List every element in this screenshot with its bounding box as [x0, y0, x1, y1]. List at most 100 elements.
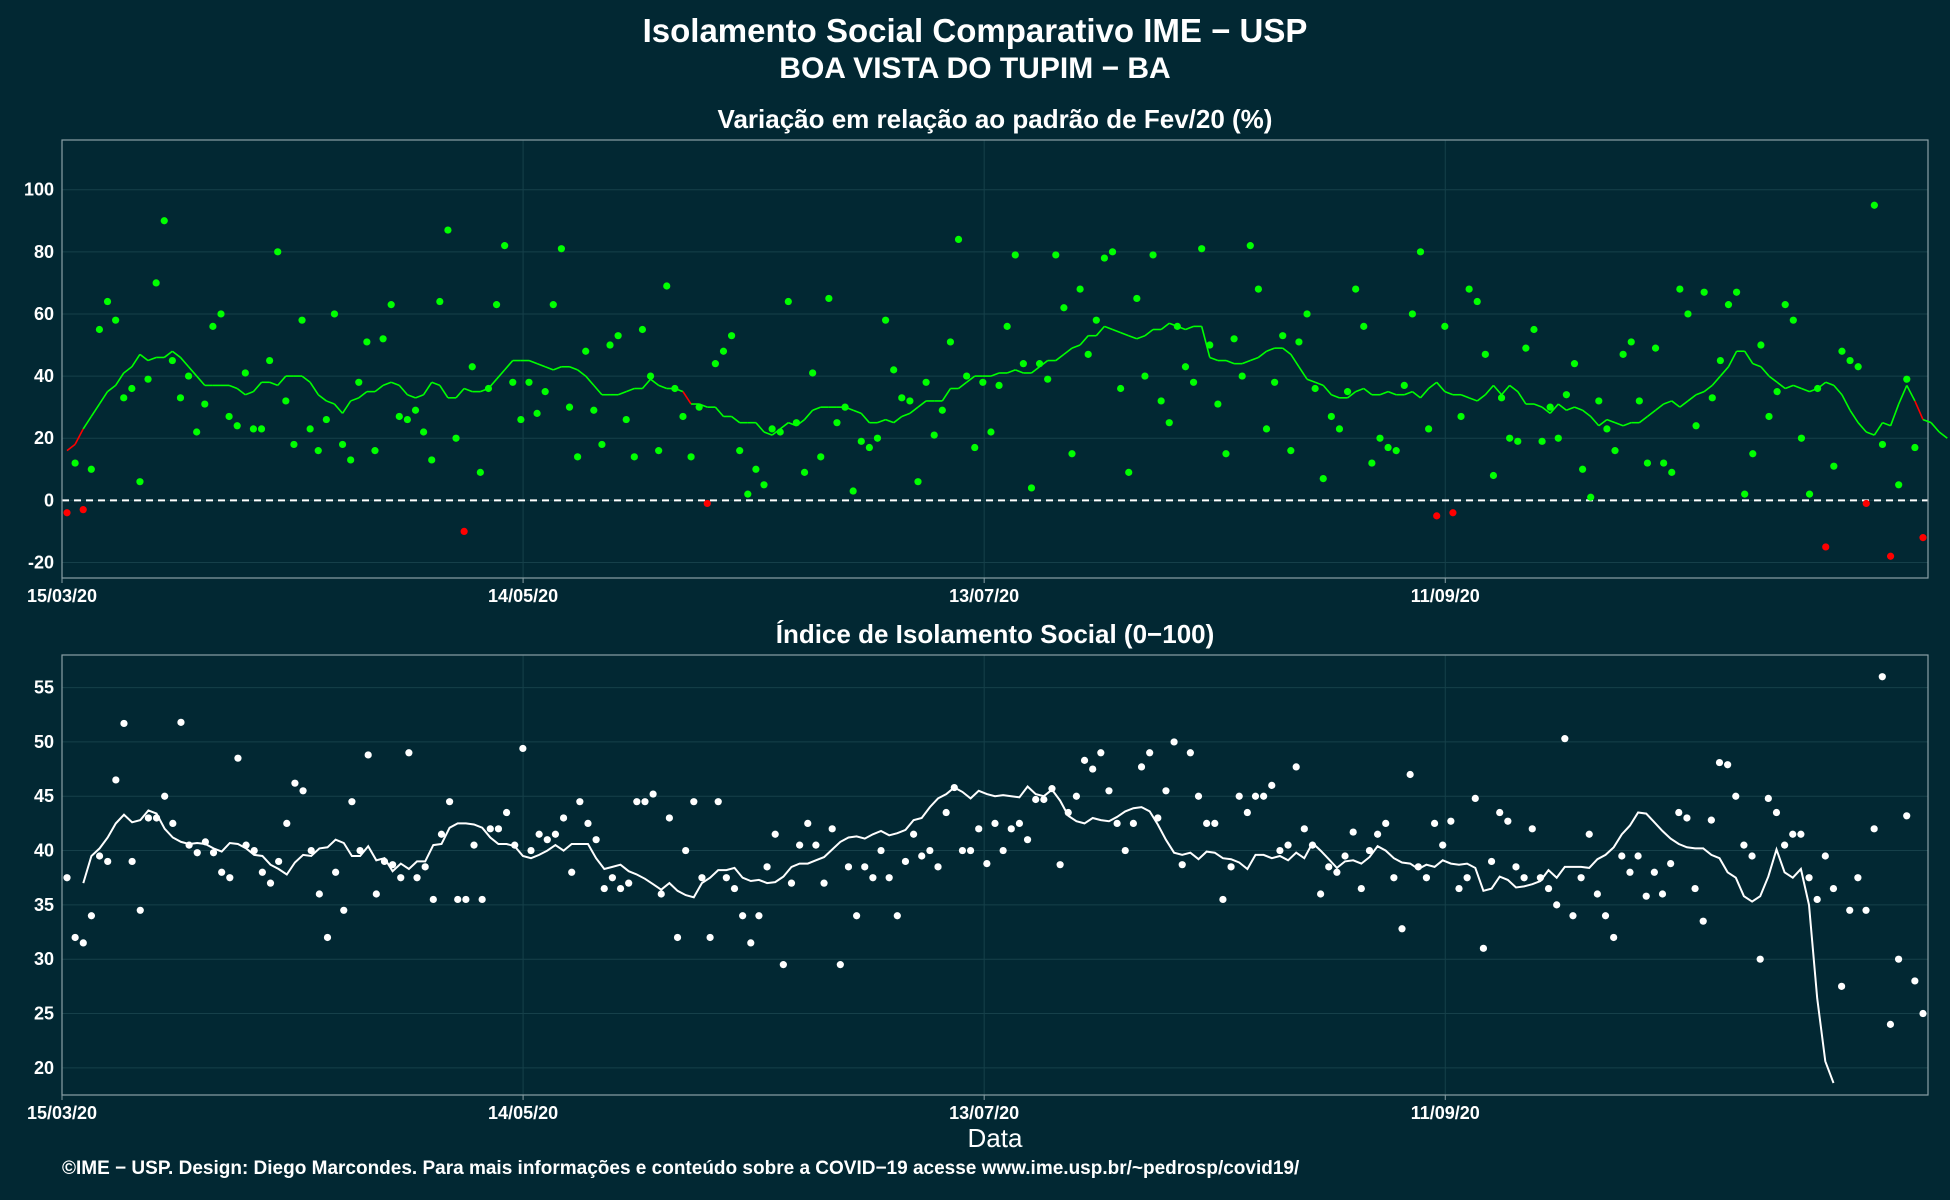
data-point: [348, 798, 356, 806]
data-point: [1781, 841, 1789, 849]
data-point: [812, 841, 820, 849]
data-point: [625, 879, 633, 887]
moving-average-segment: [544, 366, 554, 371]
panel-title: Variação em relação ao padrão de Fev/20 …: [718, 104, 1273, 134]
data-point: [1186, 749, 1194, 757]
data-point: [1178, 861, 1186, 869]
data-point: [1430, 819, 1439, 827]
data-point: [673, 933, 682, 942]
data-point: [1335, 425, 1344, 433]
moving-average-segment: [171, 350, 181, 359]
data-point: [1465, 285, 1473, 293]
moving-average-segment: [1355, 387, 1365, 393]
data-point: [120, 394, 128, 402]
data-point: [722, 874, 730, 882]
data-point: [363, 338, 371, 346]
panel-title: Índice de Isolamento Social (0−100): [776, 619, 1215, 649]
data-point: [551, 830, 560, 838]
data-point: [177, 718, 185, 726]
data-point: [225, 412, 233, 421]
data-point: [1023, 836, 1032, 844]
moving-average-segment: [495, 369, 506, 380]
data-point: [1635, 397, 1643, 405]
data-point: [249, 425, 258, 433]
data-point: [71, 459, 79, 467]
data-point: [1487, 857, 1496, 866]
data-point: [1544, 884, 1553, 893]
moving-average-segment: [958, 381, 968, 390]
data-point: [559, 814, 568, 822]
moving-average-segment: [763, 431, 773, 436]
moving-average-segment: [593, 384, 603, 396]
moving-average-segment: [893, 415, 903, 424]
data-point: [901, 857, 910, 866]
data-point: [825, 294, 833, 303]
data-point: [971, 443, 979, 452]
data-point: [63, 874, 71, 882]
moving-average-segment: [1801, 387, 1810, 393]
data-point: [193, 849, 201, 857]
moving-average-segment: [1533, 403, 1543, 408]
moving-average-segment: [1306, 378, 1316, 384]
data-point: [1254, 285, 1263, 293]
data-point: [1032, 795, 1040, 804]
data-point: [1089, 765, 1097, 773]
data-point: [1149, 251, 1157, 259]
data-point: [1886, 552, 1895, 560]
data-point: [877, 846, 885, 855]
data-point: [1125, 468, 1133, 476]
data-point: [1643, 459, 1652, 467]
moving-average-segment: [455, 387, 465, 399]
data-point: [1919, 534, 1927, 542]
data-point: [436, 297, 444, 306]
data-point: [356, 846, 364, 855]
x-tick-label: 13/07/20: [949, 586, 1019, 606]
data-point: [817, 453, 825, 461]
data-point: [1496, 808, 1504, 817]
data-point: [492, 301, 501, 309]
data-point: [411, 406, 420, 414]
moving-average-segment: [1727, 350, 1738, 368]
moving-average-segment: [1825, 381, 1835, 387]
moving-average-segment: [1719, 366, 1730, 377]
data-point: [298, 316, 306, 324]
data-point: [290, 440, 298, 449]
data-point: [437, 830, 446, 838]
data-point: [380, 857, 389, 866]
data-point: [1676, 285, 1684, 293]
data-point: [1154, 814, 1162, 822]
moving-average-segment: [1784, 384, 1794, 390]
data-point: [275, 857, 283, 866]
data-point: [574, 453, 582, 461]
data-point: [104, 857, 112, 866]
data-point: [800, 468, 809, 476]
data-point: [1473, 297, 1481, 306]
data-point: [568, 868, 576, 876]
data-point: [168, 356, 176, 365]
data-point: [1668, 468, 1676, 476]
data-point: [306, 425, 314, 433]
data-point: [1463, 874, 1471, 882]
data-point: [671, 384, 679, 393]
data-point: [633, 798, 641, 806]
data-point: [1479, 944, 1488, 952]
data-point: [1052, 251, 1060, 259]
data-point: [1382, 819, 1390, 827]
data-point: [549, 301, 557, 309]
data-point: [169, 819, 177, 827]
data-point: [323, 933, 332, 942]
data-point: [1137, 763, 1146, 771]
moving-average-segment: [1914, 400, 1924, 420]
moving-average-segment: [1889, 403, 1900, 427]
data-point: [885, 874, 893, 882]
moving-average-segment: [852, 409, 862, 415]
data-point: [1471, 794, 1479, 803]
data-point: [1724, 761, 1732, 769]
moving-average-segment: [1646, 409, 1657, 418]
data-point: [687, 453, 695, 461]
data-point: [395, 412, 403, 421]
data-point: [930, 431, 938, 439]
data-point: [1105, 787, 1113, 795]
data-point: [242, 841, 250, 849]
